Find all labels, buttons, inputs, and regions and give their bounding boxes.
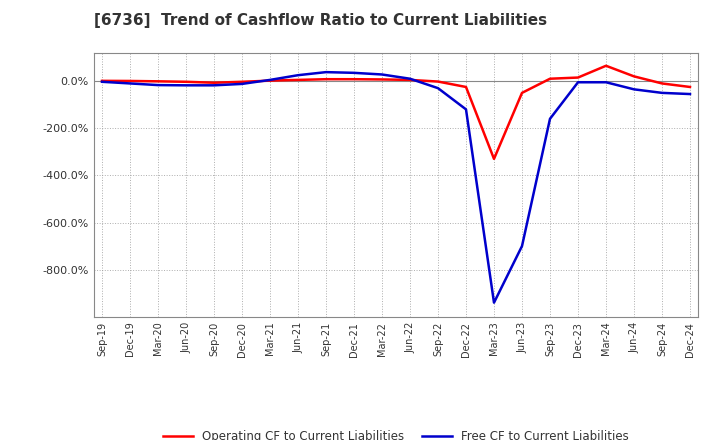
Operating CF to Current Liabilities — [294, 77, 302, 83]
Free CF to Current Liabilities — [630, 87, 639, 92]
Operating CF to Current Liabilities — [657, 81, 666, 86]
Free CF to Current Liabilities — [378, 72, 387, 77]
Free CF to Current Liabilities — [238, 81, 246, 87]
Free CF to Current Liabilities — [98, 79, 107, 84]
Operating CF to Current Liabilities — [546, 76, 554, 81]
Operating CF to Current Liabilities — [98, 78, 107, 84]
Free CF to Current Liabilities — [602, 80, 611, 85]
Operating CF to Current Liabilities — [574, 75, 582, 80]
Free CF to Current Liabilities — [433, 85, 442, 91]
Free CF to Current Liabilities — [294, 73, 302, 78]
Operating CF to Current Liabilities — [685, 84, 694, 90]
Free CF to Current Liabilities — [546, 116, 554, 121]
Operating CF to Current Liabilities — [433, 79, 442, 84]
Operating CF to Current Liabilities — [153, 79, 162, 84]
Free CF to Current Liabilities — [405, 76, 414, 81]
Operating CF to Current Liabilities — [378, 77, 387, 82]
Free CF to Current Liabilities — [266, 77, 274, 83]
Free CF to Current Liabilities — [126, 81, 135, 86]
Text: [6736]  Trend of Cashflow Ratio to Current Liabilities: [6736] Trend of Cashflow Ratio to Curren… — [94, 13, 546, 28]
Line: Operating CF to Current Liabilities: Operating CF to Current Liabilities — [102, 66, 690, 159]
Operating CF to Current Liabilities — [490, 156, 498, 161]
Free CF to Current Liabilities — [181, 83, 190, 88]
Free CF to Current Liabilities — [153, 82, 162, 88]
Free CF to Current Liabilities — [574, 80, 582, 85]
Line: Free CF to Current Liabilities: Free CF to Current Liabilities — [102, 72, 690, 303]
Operating CF to Current Liabilities — [518, 90, 526, 95]
Operating CF to Current Liabilities — [266, 78, 274, 83]
Free CF to Current Liabilities — [685, 92, 694, 97]
Free CF to Current Liabilities — [518, 243, 526, 249]
Operating CF to Current Liabilities — [238, 79, 246, 84]
Operating CF to Current Liabilities — [210, 80, 218, 85]
Operating CF to Current Liabilities — [322, 77, 330, 82]
Operating CF to Current Liabilities — [405, 77, 414, 83]
Operating CF to Current Liabilities — [181, 79, 190, 84]
Free CF to Current Liabilities — [462, 107, 470, 112]
Free CF to Current Liabilities — [210, 83, 218, 88]
Operating CF to Current Liabilities — [350, 77, 359, 82]
Operating CF to Current Liabilities — [126, 78, 135, 84]
Operating CF to Current Liabilities — [602, 63, 611, 68]
Free CF to Current Liabilities — [322, 70, 330, 75]
Operating CF to Current Liabilities — [630, 74, 639, 79]
Free CF to Current Liabilities — [350, 70, 359, 76]
Operating CF to Current Liabilities — [462, 84, 470, 90]
Free CF to Current Liabilities — [657, 90, 666, 95]
Free CF to Current Liabilities — [490, 300, 498, 305]
Legend: Operating CF to Current Liabilities, Free CF to Current Liabilities: Operating CF to Current Liabilities, Fre… — [158, 426, 634, 440]
